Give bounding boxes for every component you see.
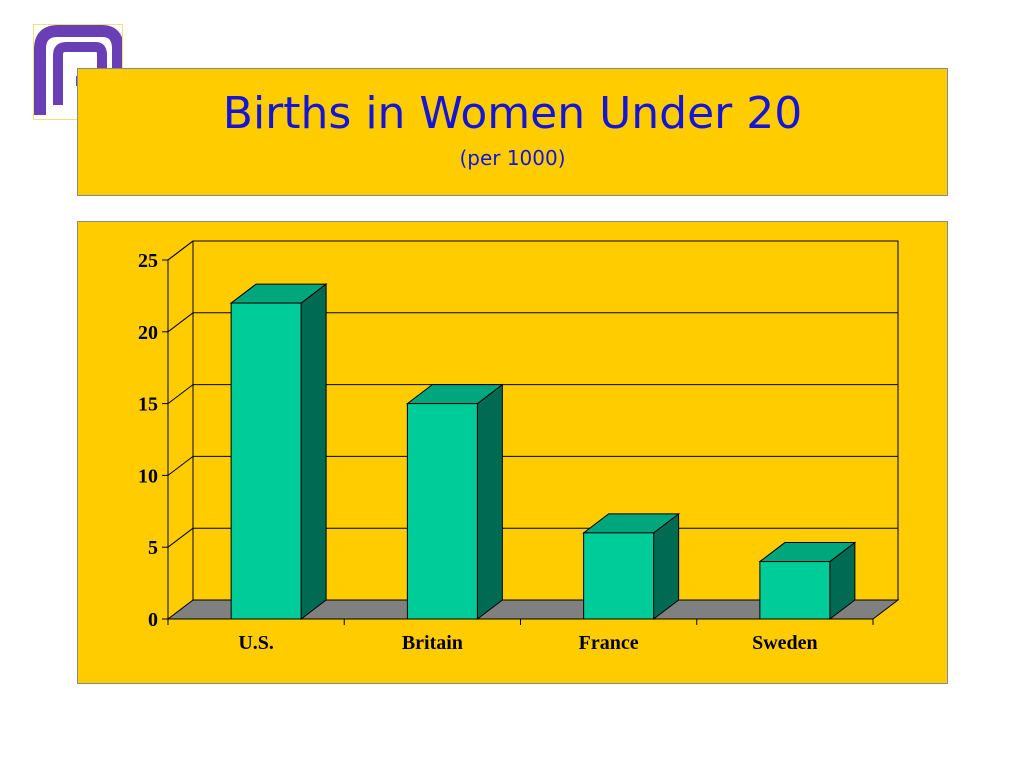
page-title: Births in Women Under 20 (222, 88, 803, 139)
bar (759, 561, 831, 620)
x-category-label: Sweden (752, 632, 818, 654)
y-tick-label: 10 (138, 465, 158, 487)
chart-panel: 0 5 10 15 20 25 U.S. Britain France Sweden (77, 221, 948, 684)
bar-side (476, 383, 503, 621)
bar (583, 532, 655, 620)
bar (230, 302, 302, 620)
x-category-label: U.S. (238, 632, 274, 654)
y-tick-label: 20 (138, 322, 158, 344)
x-category-label: France (579, 632, 639, 654)
bar-side (300, 283, 327, 621)
gridline-side (167, 527, 194, 548)
x-category-label: Britain (402, 632, 463, 654)
title-box: Births in Women Under 20 (per 1000) (77, 68, 948, 196)
bar (406, 403, 478, 620)
y-tick-label: 15 (138, 394, 158, 416)
gridline-side (167, 456, 194, 476)
y-tick-label: 0 (148, 609, 158, 631)
y-tick-label: 5 (148, 537, 158, 559)
y-tick-label: 25 (138, 250, 158, 272)
gridline-side (167, 384, 194, 404)
page-subtitle: (per 1000) (459, 146, 566, 170)
bar-chart: 0 5 10 15 20 25 U.S. Britain France Sweden (138, 240, 900, 654)
gridline-side (167, 312, 194, 333)
left-wall-top (167, 240, 194, 261)
